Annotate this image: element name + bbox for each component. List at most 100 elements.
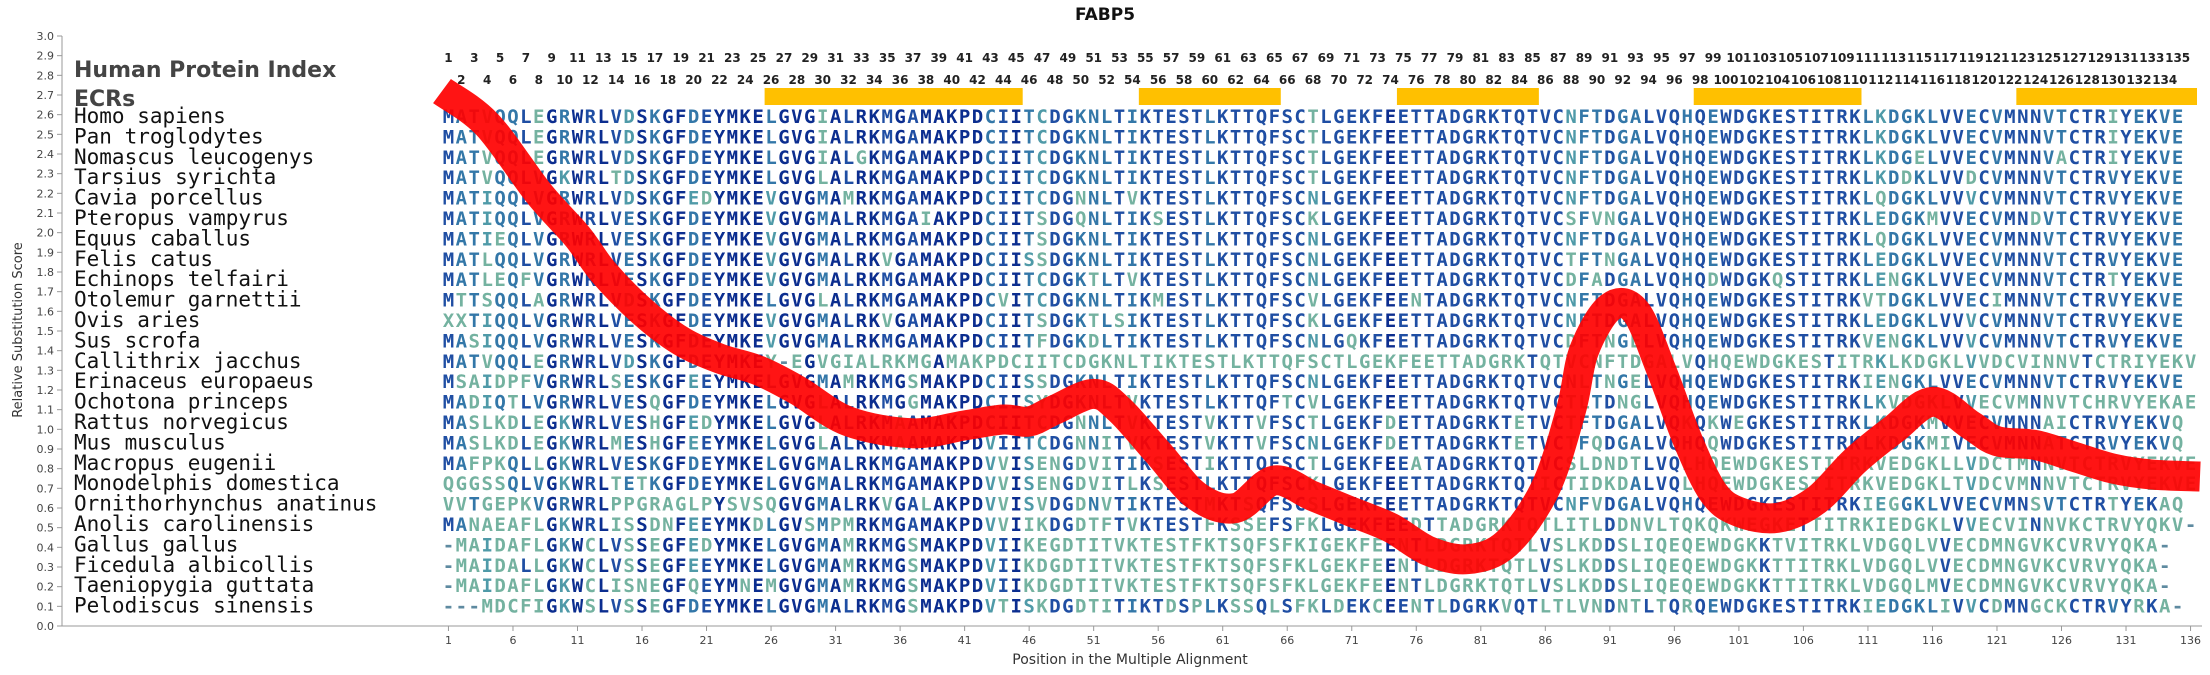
residue: M	[817, 371, 828, 393]
residue: R	[1475, 228, 1487, 250]
residue: D	[1733, 147, 1744, 169]
residue: E	[1398, 290, 1409, 312]
residue: V	[1953, 106, 1964, 128]
residue: F	[1372, 432, 1383, 454]
residue: E	[1385, 208, 1396, 230]
residue: F	[1269, 228, 1280, 250]
residue: L	[843, 596, 854, 618]
index-number: 61	[1214, 51, 1231, 65]
residue: Q	[2120, 575, 2131, 597]
residue: Q	[507, 330, 518, 352]
residue: L	[1643, 228, 1654, 250]
residue: A	[933, 392, 945, 414]
residue: V	[1862, 575, 1873, 597]
residue: E	[1346, 228, 1357, 250]
residue: Q	[2120, 534, 2131, 556]
residue: K	[1075, 249, 1087, 271]
residue: T	[1191, 330, 1202, 352]
residue: M	[1927, 575, 1938, 597]
residue: K	[869, 228, 881, 250]
residue: R	[1475, 432, 1487, 454]
residue: G	[804, 575, 815, 597]
residue: K	[1140, 371, 1152, 393]
residue: H	[649, 432, 660, 454]
residue: R	[2082, 534, 2094, 556]
residue: A	[456, 228, 468, 250]
residue: L	[1269, 596, 1280, 618]
residue: L	[598, 147, 609, 169]
residue: G	[1062, 167, 1073, 189]
residue: C	[1036, 147, 1047, 169]
residue: D	[1733, 188, 1744, 210]
index-number: 127	[2062, 51, 2087, 65]
residue: N	[2030, 514, 2041, 536]
residue: E	[1669, 534, 1680, 556]
residue: T	[1101, 575, 1112, 597]
residue: E	[752, 208, 763, 230]
residue: E	[752, 412, 763, 434]
residue: L	[1630, 575, 1641, 597]
residue: Y	[714, 290, 726, 312]
index-number: 123	[2010, 51, 2035, 65]
residue: E	[752, 473, 763, 495]
residue: Y	[714, 188, 726, 210]
x-tick-label: 31	[829, 634, 843, 647]
residue: A	[456, 392, 468, 414]
residue: E	[688, 412, 699, 434]
residue: K	[1759, 106, 1771, 128]
residue: K	[972, 351, 984, 373]
residue: K	[1875, 126, 1887, 148]
residue: T	[1191, 371, 1202, 393]
residue: G	[778, 432, 789, 454]
residue: V	[2185, 351, 2196, 373]
residue: C	[1553, 290, 1564, 312]
residue: A	[830, 167, 842, 189]
residue: V	[1540, 412, 1551, 434]
species-name: Rattus norvegicus	[74, 410, 289, 434]
residue: K	[1140, 147, 1152, 169]
residue: C	[1978, 208, 1989, 230]
residue: P	[959, 555, 970, 577]
residue: C	[585, 534, 596, 556]
residue: A	[907, 167, 919, 189]
residue: S	[1023, 371, 1034, 393]
residue: T	[1501, 269, 1512, 291]
residue: F	[675, 596, 686, 618]
residue: S	[907, 534, 918, 556]
residue: E	[688, 555, 699, 577]
residue: G	[1901, 494, 1912, 516]
residue: K	[1204, 534, 1216, 556]
residue: L	[1643, 432, 1654, 454]
residue: E	[1385, 473, 1396, 495]
residue: S	[1230, 514, 1241, 536]
residue: G	[546, 392, 557, 414]
residue: P	[1191, 596, 1202, 618]
residue: R	[856, 555, 868, 577]
residue: E	[1385, 106, 1396, 128]
residue: W	[1707, 555, 1719, 577]
residue: Q	[507, 290, 518, 312]
residue: F	[1269, 126, 1280, 148]
index-number: 120	[1972, 73, 1997, 87]
residue: F	[1372, 106, 1383, 128]
residue: N	[469, 514, 480, 536]
residue: M	[727, 575, 738, 597]
residue: T	[1307, 453, 1318, 475]
residue: C	[1978, 371, 1989, 393]
residue: Y	[714, 534, 726, 556]
residue: A	[1630, 106, 1642, 128]
residue: F	[1282, 534, 1293, 556]
residue: -	[2159, 534, 2170, 556]
residue: F	[1578, 269, 1589, 291]
index-number: 76	[1408, 73, 1425, 87]
residue: I	[1643, 555, 1654, 577]
residue: D	[1062, 555, 1073, 577]
residue: E	[1346, 208, 1357, 230]
residue: E	[1772, 126, 1783, 148]
residue: L	[520, 351, 531, 373]
residue: V	[1656, 310, 1667, 332]
y-tick-label: 0.2	[37, 581, 55, 594]
residue: L	[1862, 392, 1873, 414]
residue: T	[1023, 147, 1034, 169]
residue: E	[1165, 249, 1176, 271]
